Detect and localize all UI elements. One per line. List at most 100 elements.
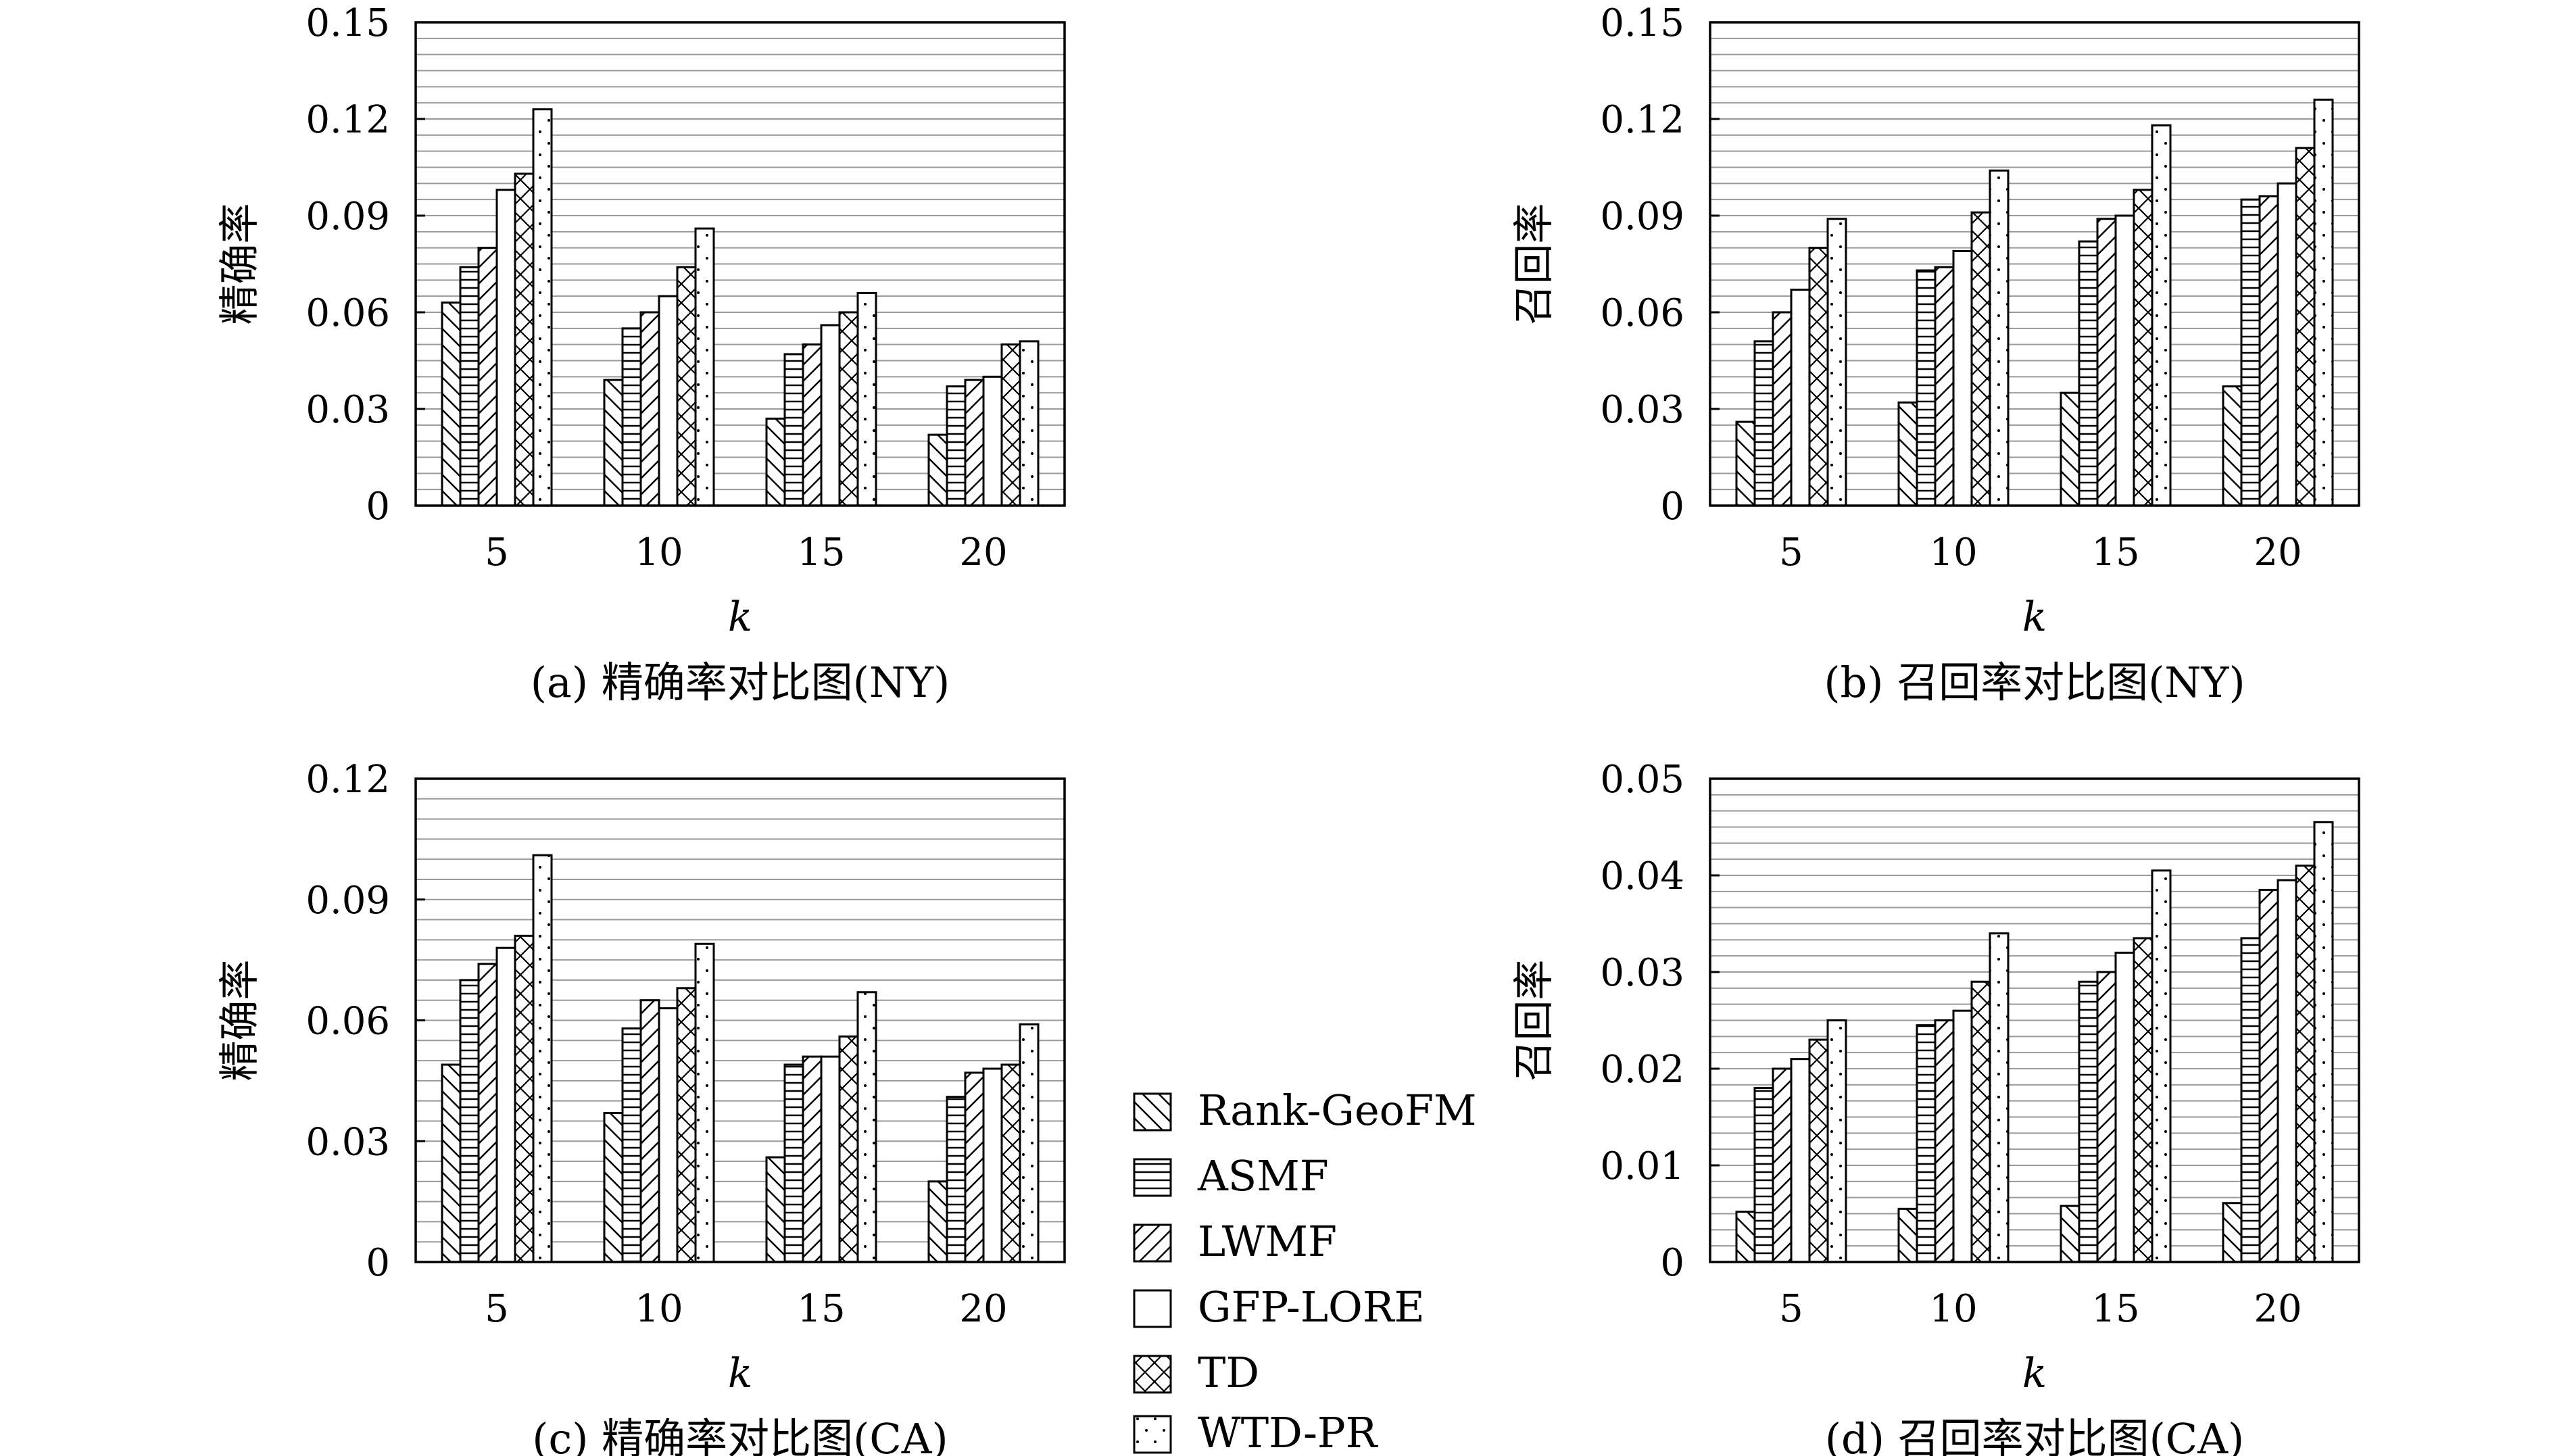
y-axis-label: 召回率 bbox=[1511, 203, 1558, 325]
y-tick-label: 0.02 bbox=[1600, 1048, 1684, 1092]
plot-frame bbox=[1709, 777, 2360, 1263]
bar-rank-geofm-k10 bbox=[603, 1112, 624, 1263]
bar-gfp-lore-k5 bbox=[1790, 289, 1811, 507]
y-tick-label: 0 bbox=[1660, 485, 1684, 529]
bar-gfp-lore-k20 bbox=[2277, 879, 2297, 1263]
bar-gfp-lore-k15 bbox=[820, 324, 841, 507]
y-axis-label: 召回率 bbox=[1511, 960, 1558, 1082]
bar-lwmf-k10 bbox=[639, 311, 660, 507]
y-tick-label: 0.03 bbox=[1600, 388, 1684, 432]
y-tick-label: 0.12 bbox=[306, 98, 390, 142]
y-tick-label: 0.06 bbox=[1600, 291, 1684, 335]
bar-gfp-lore-k15 bbox=[820, 1055, 841, 1263]
bar-asmf-k10 bbox=[621, 1027, 642, 1263]
bar-lwmf-k15 bbox=[802, 343, 823, 507]
bar-td-k15 bbox=[2133, 937, 2154, 1263]
x-tick-label: 20 bbox=[2254, 531, 2302, 575]
x-tick-label: 10 bbox=[635, 1287, 683, 1331]
bar-lwmf-k10 bbox=[1934, 266, 1955, 507]
bar-wtd-pr-k15 bbox=[856, 291, 877, 507]
y-tick-label: 0.04 bbox=[1600, 854, 1684, 898]
y-axis-label: 精确率 bbox=[216, 960, 264, 1082]
bar-td-k5 bbox=[1808, 247, 1829, 507]
x-tick-label: 20 bbox=[959, 531, 1007, 575]
plot-frame bbox=[414, 21, 1066, 507]
legend-swatch-gfp-lore bbox=[1133, 1289, 1172, 1328]
bar-lwmf-k5 bbox=[1772, 1067, 1793, 1263]
bar-td-k15 bbox=[838, 1035, 859, 1263]
bar-lwmf-k10 bbox=[1934, 1019, 1955, 1263]
bar-asmf-k15 bbox=[783, 353, 804, 507]
legend-label-wtd-pr: WTD-PR bbox=[1198, 1408, 1379, 1456]
bar-wtd-pr-k5 bbox=[1826, 218, 1847, 507]
bar-wtd-pr-k15 bbox=[856, 991, 877, 1263]
y-tick-label: 0.15 bbox=[306, 1, 390, 45]
bar-td-k20 bbox=[1000, 343, 1021, 507]
x-axis-label: k bbox=[728, 593, 752, 641]
y-tick-label: 0.06 bbox=[306, 1000, 390, 1044]
bar-td-k5 bbox=[1808, 1038, 1829, 1263]
legend-label-asmf: ASMF bbox=[1197, 1151, 1329, 1200]
bar-td-k20 bbox=[2295, 147, 2316, 507]
chart-panel-2: 0 0.03 0.06 0.09 0.12 0.15 5 10 15 20 k 召回率 (b) 召回率对… bbox=[1511, 1, 2360, 707]
legend-swatch-rank-geofm bbox=[1133, 1092, 1172, 1132]
legend-label-gfp-lore: GFP-LORE bbox=[1198, 1282, 1425, 1332]
bar-asmf-k20 bbox=[2240, 937, 2261, 1263]
bar-td-k10 bbox=[1970, 980, 1991, 1263]
bar-gfp-lore-k20 bbox=[982, 1067, 1003, 1263]
y-tick-label: 0.03 bbox=[306, 1120, 390, 1164]
bar-rank-geofm-k10 bbox=[603, 379, 624, 507]
bar-gfp-lore-k5 bbox=[495, 946, 516, 1263]
bar-asmf-k10 bbox=[1916, 1024, 1937, 1263]
bar-asmf-k5 bbox=[1753, 1087, 1774, 1263]
x-axis-label: k bbox=[2022, 593, 2047, 641]
y-tick-label: 0 bbox=[366, 485, 390, 529]
chart-panel-1: 0 0.03 0.06 0.09 0.12 0.15 5 10 15 20 k 精确率 (a) 精确率对… bbox=[216, 1, 1066, 707]
bar-gfp-lore-k15 bbox=[2114, 214, 2135, 507]
legend-label-rank-geofm: Rank-GeoFM bbox=[1198, 1086, 1476, 1135]
bar-wtd-pr-k20 bbox=[2313, 821, 2334, 1263]
legend-item-asmf: ASMF bbox=[1133, 1151, 1329, 1200]
bar-gfp-lore-k20 bbox=[2277, 182, 2297, 507]
bar-td-k20 bbox=[2295, 865, 2316, 1263]
bar-asmf-k20 bbox=[946, 385, 967, 507]
bar-wtd-pr-k10 bbox=[694, 942, 715, 1263]
bar-gfp-lore-k15 bbox=[2114, 951, 2135, 1263]
bar-td-k10 bbox=[676, 266, 697, 507]
bar-wtd-pr-k10 bbox=[1989, 932, 2010, 1263]
x-tick-label: 10 bbox=[1929, 531, 1977, 575]
bar-rank-geofm-k5 bbox=[1735, 420, 1756, 507]
chart-caption: (a) 精确率对比图(NY) bbox=[531, 658, 950, 707]
bar-asmf-k5 bbox=[459, 266, 480, 507]
bar-lwmf-k10 bbox=[639, 999, 660, 1263]
bar-lwmf-k20 bbox=[964, 1071, 985, 1263]
legend-swatch-asmf bbox=[1133, 1158, 1172, 1197]
x-tick-label: 5 bbox=[485, 1287, 509, 1331]
y-tick-label: 0.05 bbox=[1600, 758, 1684, 802]
bar-td-k5 bbox=[514, 172, 535, 507]
bar-rank-geofm-k20 bbox=[927, 433, 948, 507]
y-tick-label: 0 bbox=[1660, 1241, 1684, 1285]
bar-wtd-pr-k15 bbox=[2151, 124, 2172, 507]
bar-asmf-k15 bbox=[2078, 980, 2099, 1263]
y-tick-label: 0.12 bbox=[1600, 98, 1684, 142]
x-tick-label: 15 bbox=[797, 531, 845, 575]
bar-rank-geofm-k10 bbox=[1897, 1207, 1918, 1263]
bar-rank-geofm-k15 bbox=[765, 417, 786, 507]
legend-label-lwmf: LWMF bbox=[1198, 1217, 1337, 1266]
chart-panel-3: 0 0.03 0.06 0.09 0.12 5 10 15 20 k 精确率 (c) 精确率对比图(C… bbox=[216, 758, 1066, 1456]
y-axis-label: 精确率 bbox=[216, 203, 264, 325]
bar-rank-geofm-k20 bbox=[2222, 1202, 2243, 1263]
bar-asmf-k20 bbox=[946, 1096, 967, 1263]
chart-caption: (d) 召回率对比图(CA) bbox=[1825, 1414, 2244, 1456]
bar-wtd-pr-k5 bbox=[532, 854, 553, 1263]
bar-lwmf-k15 bbox=[2096, 971, 2117, 1263]
legend-swatch-td bbox=[1133, 1355, 1172, 1394]
bar-td-k15 bbox=[838, 311, 859, 507]
y-tick-label: 0.12 bbox=[306, 758, 390, 802]
bar-asmf-k15 bbox=[2078, 240, 2099, 507]
legend-item-td: TD bbox=[1133, 1348, 1259, 1397]
bar-td-k10 bbox=[1970, 211, 1991, 507]
bar-wtd-pr-k10 bbox=[1989, 169, 2010, 507]
x-tick-label: 15 bbox=[2091, 1287, 2139, 1331]
